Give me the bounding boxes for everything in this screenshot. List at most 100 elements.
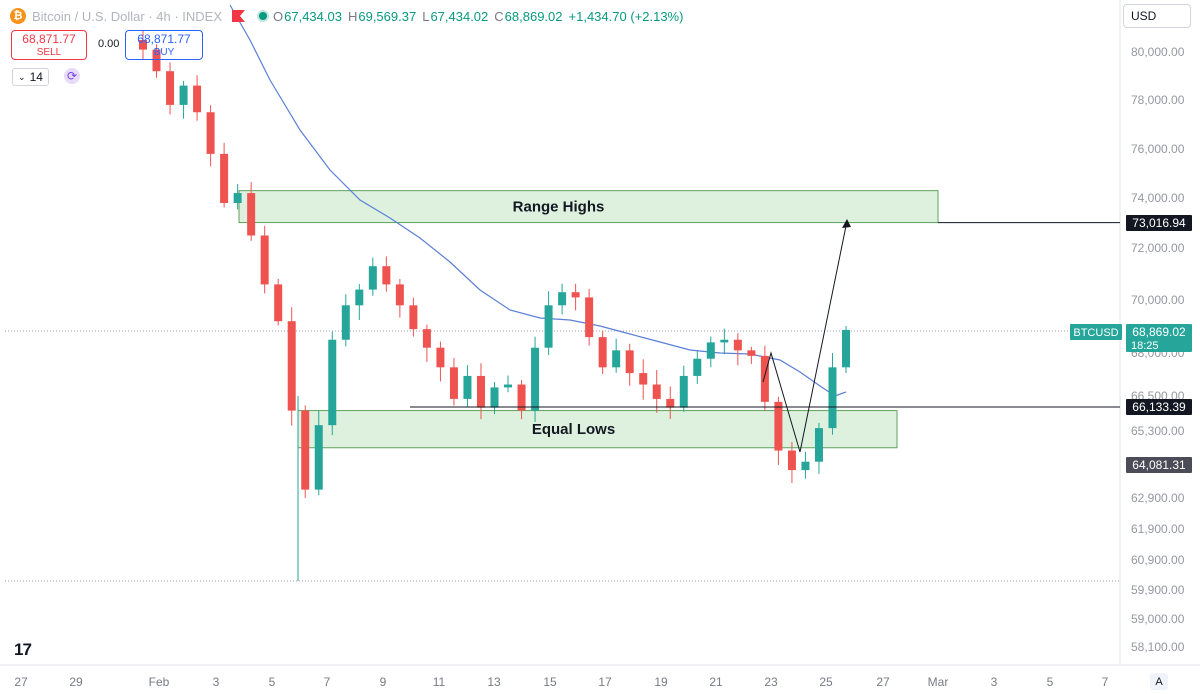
candle-body xyxy=(801,461,810,471)
sync-icon[interactable]: ⟳ xyxy=(64,68,80,84)
candle-body xyxy=(436,347,445,368)
candle-body xyxy=(260,235,269,285)
candle-body xyxy=(531,347,540,411)
ohlc-high-value: 69,569.37 xyxy=(358,8,417,24)
zone-label: Range Highs xyxy=(513,199,605,216)
candle-body xyxy=(517,384,526,411)
candle-body xyxy=(206,112,215,154)
price-level-label-bg xyxy=(1126,457,1192,473)
candle-body xyxy=(720,339,729,343)
candle-body xyxy=(274,284,283,322)
candle-body xyxy=(693,358,702,376)
candle-body xyxy=(422,329,431,348)
candle-body xyxy=(179,85,188,105)
candle-body xyxy=(463,375,472,399)
x-tick-label: 5 xyxy=(1047,675,1054,689)
candle-body xyxy=(287,321,296,411)
candle-body xyxy=(544,305,553,348)
projection-path xyxy=(762,220,848,453)
auto-scale-button[interactable]: A xyxy=(1150,673,1168,690)
candle-body xyxy=(382,266,391,285)
y-tick-label: 60,900.00 xyxy=(1131,553,1185,567)
price-level-label-bg xyxy=(1126,399,1192,415)
last-price-value: 68,869.02 xyxy=(1132,325,1186,339)
symbol-tag-label: BTCUSD xyxy=(1073,327,1118,339)
price-level-label: 64,081.31 xyxy=(1132,458,1186,472)
x-axis: 27 29 Feb 3 5 7 9 11 13 15 17 19 21 23 25 27 Mar 3 5 7 xyxy=(14,675,1108,689)
candles-layer xyxy=(139,30,850,581)
spread-value: 0.00 xyxy=(98,38,120,50)
x-tick-label: 13 xyxy=(487,675,501,689)
candle-body xyxy=(449,367,458,399)
y-tick-label: 76,000.00 xyxy=(1131,142,1185,156)
candle-body xyxy=(328,339,337,426)
arrow-head-icon xyxy=(842,219,851,228)
candle-body xyxy=(341,305,350,340)
zone-label: Equal Lows xyxy=(532,421,615,438)
candle-body xyxy=(585,297,594,338)
market-status-icon xyxy=(259,12,267,20)
y-tick-label: 70,000.00 xyxy=(1131,293,1185,307)
candle-body xyxy=(220,153,229,203)
candle-body xyxy=(166,71,175,105)
y-tick-label: 62,900.00 xyxy=(1131,491,1185,505)
x-tick-label: Mar xyxy=(928,675,949,689)
indicators-toggle[interactable]: ⌄ 14 xyxy=(12,68,49,86)
ohlc-close-value: 68,869.02 xyxy=(504,8,563,24)
candle-body xyxy=(828,367,837,429)
candle-body xyxy=(842,329,850,368)
candle-body xyxy=(760,355,769,402)
candle-body xyxy=(490,387,499,408)
sell-button[interactable]: 68,871.77 SELL xyxy=(11,30,87,60)
tradingview-logo[interactable]: 17 xyxy=(14,640,32,659)
candle-body xyxy=(706,342,715,359)
candle-body xyxy=(301,410,310,490)
x-tick-label: 27 xyxy=(876,675,890,689)
symbol-header: ₿ Bitcoin / U.S. Dollar · 4h · INDEX O 6… xyxy=(10,6,689,26)
y-axis: 80,000.00 78,000.00 76,000.00 74,000.00 72,0… xyxy=(1070,45,1192,654)
x-tick-label: Feb xyxy=(149,675,170,689)
price-level-label: 66,133.39 xyxy=(1132,400,1186,414)
x-tick-label: 3 xyxy=(991,675,998,689)
x-tick-label: 9 xyxy=(380,675,387,689)
y-tick-label: 59,900.00 xyxy=(1131,583,1185,597)
buy-button[interactable]: 68,871.77 BUY xyxy=(125,30,203,60)
y-tick-label: 59,000.00 xyxy=(1131,612,1185,626)
y-tick-label: 72,000.00 xyxy=(1131,241,1185,255)
y-tick-label: 61,900.00 xyxy=(1131,522,1185,536)
last-price-tag-bg xyxy=(1126,324,1192,352)
candle-body xyxy=(625,350,634,374)
candle-body xyxy=(355,289,364,306)
y-tick-label: 80,000.00 xyxy=(1131,45,1185,59)
y-tick-label: 58,100.00 xyxy=(1131,640,1185,654)
symbol-tag-bg xyxy=(1070,324,1122,340)
candle-body xyxy=(558,292,567,306)
candle-body xyxy=(152,49,161,72)
candle-body xyxy=(612,350,621,368)
candle-body xyxy=(193,85,202,113)
x-tick-label: 19 xyxy=(654,675,668,689)
buy-price: 68,871.77 xyxy=(137,32,191,46)
ohlc-open-key: O xyxy=(273,8,284,24)
x-tick-label: 15 xyxy=(543,675,557,689)
x-tick-label: 21 xyxy=(709,675,723,689)
candle-body xyxy=(652,384,661,399)
sell-label: SELL xyxy=(36,47,62,58)
candle-body xyxy=(504,384,513,388)
candle-body xyxy=(814,428,823,462)
currency-select[interactable]: USD xyxy=(1123,4,1191,28)
x-tick-label: 3 xyxy=(213,675,220,689)
ohlc-high-key: H xyxy=(347,8,358,24)
flag-icon[interactable] xyxy=(232,10,245,22)
x-tick-label: 7 xyxy=(1102,675,1109,689)
drawings-layer xyxy=(410,219,1120,453)
candle-body xyxy=(247,193,256,236)
symbol-title[interactable]: Bitcoin / U.S. Dollar · 4h · INDEX xyxy=(32,8,222,24)
x-tick-label: 27 xyxy=(14,675,28,689)
x-tick-label: 29 xyxy=(69,675,83,689)
indicator-count: 14 xyxy=(29,70,43,84)
candle-body xyxy=(395,284,404,306)
sell-price: 68,871.77 xyxy=(22,32,76,46)
y-tick-label: 78,000.00 xyxy=(1131,93,1185,107)
